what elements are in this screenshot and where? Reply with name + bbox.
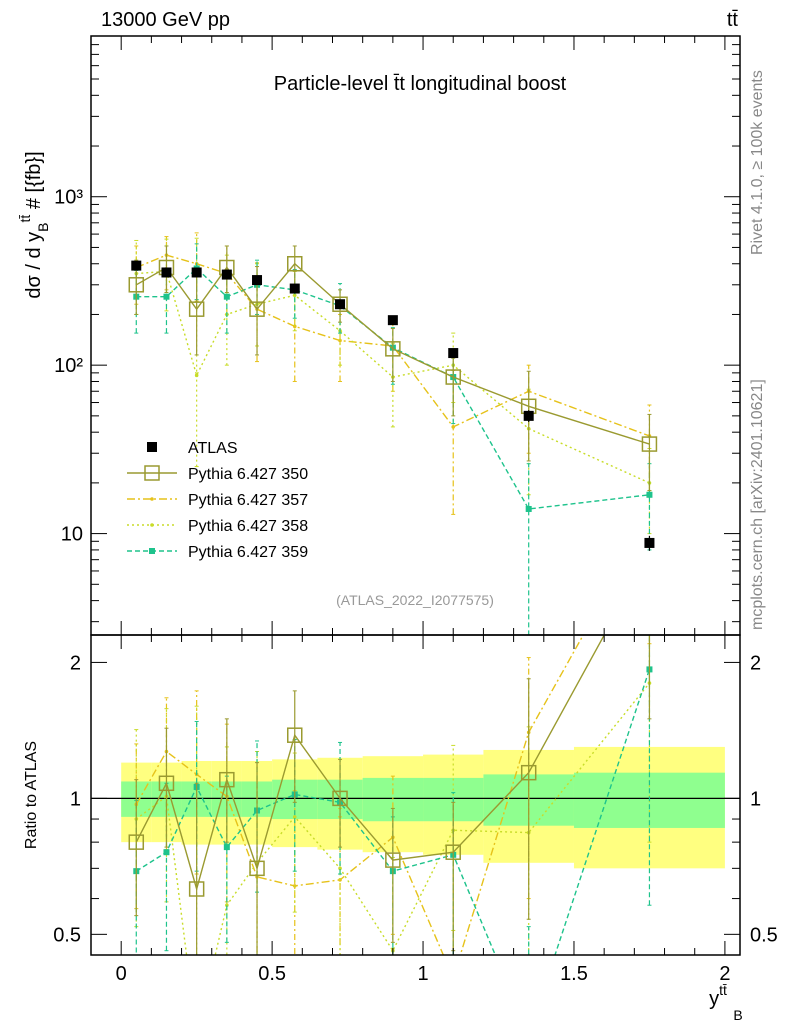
ratio-p358-point: [338, 866, 342, 871]
legend-label-atlas: ATLAS: [188, 440, 238, 457]
legend-label-p357: Pythia 6.427 357: [188, 492, 308, 509]
main-y-tick-label: 10²: [54, 355, 83, 377]
main-y-tick-label: 10³: [54, 187, 83, 209]
axes: 0 0.5 1 1.5 2 10 10² 10³ 0.5 0.5 1 1 2 2: [53, 35, 778, 985]
main-p350-point: [445, 369, 461, 385]
legend-marker-p358: [150, 523, 154, 527]
main-p358-point: [194, 373, 199, 378]
main-atlas-point: [221, 269, 232, 280]
ratio-p350-point: [128, 834, 145, 850]
main-p350-point: [128, 277, 145, 293]
main-atlas-point: [335, 299, 346, 310]
ratio-p350: [128, 635, 652, 955]
ratio-p358-point: [292, 815, 297, 819]
ratio-frame: [90, 634, 741, 956]
x-axis-label-sub: B: [733, 1007, 742, 1023]
main-p359-point: [223, 293, 230, 300]
ratio-p350-point: [249, 860, 265, 877]
ratio-p350-point: [158, 775, 175, 792]
ratio-y-tick-label-right: 1: [750, 788, 761, 810]
ratio-y-tick-label: 1: [70, 788, 81, 810]
main-p358-point: [292, 293, 297, 298]
main-p357-point: [338, 338, 342, 343]
ratio-bands: [121, 746, 725, 869]
main-p359-point: [163, 293, 170, 300]
main-p350-point: [287, 256, 303, 272]
legend-label-p350: Pythia 6.427 350: [188, 466, 308, 483]
ratio-p350-point: [520, 764, 537, 781]
legend-item-p358: Pythia 6.427 358: [127, 518, 308, 535]
ratio-y-tick-label: 0.5: [53, 924, 81, 946]
main-y-tick-label: 10: [61, 524, 83, 546]
ratio-y-tick-label: 2: [70, 652, 81, 674]
ratio-p350-point: [385, 852, 401, 868]
main-atlas: [131, 260, 655, 551]
plot-title: Particle-level t̄t longitudinal boost: [274, 73, 567, 95]
main-p350-point: [188, 301, 205, 317]
ratio-p350-point: [332, 790, 348, 807]
main-p350-point: [249, 301, 265, 317]
process-label: tt̄: [727, 9, 739, 31]
main-atlas-point: [448, 348, 459, 359]
main-atlas-point: [191, 267, 202, 278]
legend-marker-p357: [150, 497, 154, 501]
main-atlas-point: [387, 315, 398, 326]
main-p357-point: [292, 324, 297, 329]
main-series: [128, 232, 658, 635]
legend-item-p350: Pythia 6.427 350: [127, 465, 308, 483]
main-atlas-point: [289, 283, 300, 294]
main-p359-point: [525, 505, 532, 512]
ratio-p358-point: [225, 903, 229, 908]
main-p359-line: [136, 267, 650, 510]
legend-label-p358: Pythia 6.427 358: [188, 518, 308, 535]
legend: ATLAS Pythia 6.427 350 Pythia 6.427 357 Pyt…: [127, 440, 308, 561]
legend-item-p359: Pythia 6.427 359: [127, 544, 308, 561]
ratio-p359-point: [223, 844, 230, 851]
ratio-p350-point: [219, 771, 235, 788]
x-tick-label: 0: [116, 963, 127, 985]
x-tick-label: 1.5: [560, 963, 588, 985]
ratio-p357-point: [451, 976, 455, 980]
main-atlas-point: [523, 410, 534, 421]
legend-label-p359: Pythia 6.427 359: [188, 544, 308, 561]
ratio-series: [128, 635, 653, 980]
ratio-p359-point: [163, 849, 170, 856]
ratio-p350-point: [287, 727, 303, 743]
x-tick-label: 1: [417, 963, 428, 985]
ratio-y-tick-label-right: 0.5: [750, 924, 778, 946]
rivet-label: Rivet 4.1.0, ≥ 100k events: [749, 70, 766, 255]
main-atlas-point: [644, 537, 655, 548]
legend-marker-p350: [144, 465, 160, 481]
legend-item-atlas: ATLAS: [147, 440, 238, 457]
main-atlas-point: [252, 275, 263, 286]
mcplots-label: mcplots.cern.ch [arXiv:2401.10621]: [749, 379, 766, 630]
main-p350-point: [641, 436, 658, 452]
main-atlas-point: [161, 267, 172, 278]
ratio-p350-point: [188, 881, 205, 897]
main-p350: [128, 245, 658, 492]
ratio-p359-line: [135, 669, 651, 955]
main-atlas-point: [131, 260, 142, 271]
analysis-annotation: (ATLAS_2022_I2077575): [336, 592, 494, 608]
main-p350-point: [332, 296, 348, 312]
ratio-y-label: Ratio to ATLAS: [23, 741, 40, 849]
main-p359-point: [646, 491, 653, 498]
main-p357-point: [451, 425, 456, 429]
legend-marker-p359: [149, 548, 155, 554]
legend-item-p357: Pythia 6.427 357: [127, 492, 308, 509]
x-tick-label: 0.5: [258, 963, 286, 985]
y-axis-label: dσ / d yBtt̄ # [{fb}]: [17, 151, 51, 298]
ratio-y-tick-label-right: 2: [750, 652, 761, 674]
energy-label: 13000 GeV pp: [101, 9, 230, 31]
main-p350-point: [385, 341, 401, 357]
x-axis-label: ytt̄: [709, 982, 727, 1010]
x-tick-label: 2: [719, 963, 730, 985]
legend-marker-atlas: [147, 442, 157, 452]
ratio-p350-point: [445, 844, 461, 860]
